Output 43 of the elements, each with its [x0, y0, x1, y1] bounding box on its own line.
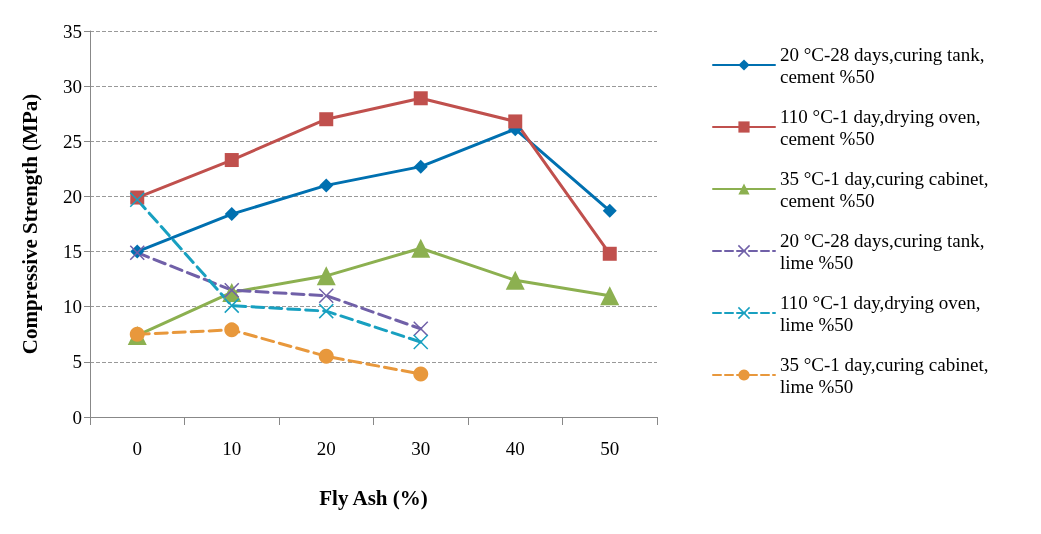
- point: [505, 270, 525, 290]
- point: [224, 207, 239, 222]
- point: [319, 112, 334, 127]
- point: [413, 366, 429, 382]
- point: [411, 238, 431, 258]
- x-axis-title: Fly Ash (%): [319, 485, 428, 510]
- x-tick-label: 30: [411, 438, 431, 459]
- point: [600, 286, 620, 306]
- point: [413, 159, 428, 174]
- y-axis-title: Compressive Strength (MPa): [17, 93, 42, 355]
- point: [318, 348, 334, 364]
- point: [318, 287, 334, 304]
- legend-label: 35 °C-1 day,curing cabinet, lime %50: [780, 353, 994, 397]
- x-tick-label: 20: [316, 438, 336, 459]
- y-tick-label: 35: [63, 20, 82, 42]
- legend-label: 110 °C-1 day,drying oven, lime %50: [780, 291, 986, 335]
- legend-label: 20 °C-28 days,curing tank, cement %50: [780, 43, 990, 87]
- point: [224, 297, 240, 314]
- y-tick-label: 25: [63, 130, 82, 152]
- point: [602, 246, 617, 261]
- point: [508, 114, 523, 129]
- y-tick-label: 0: [72, 406, 82, 428]
- point: [413, 334, 429, 350]
- point: [224, 153, 239, 168]
- x-tick-label: 10: [222, 438, 242, 459]
- y-tick-label: 5: [72, 351, 82, 373]
- x-tick-label: 0: [132, 438, 142, 459]
- point: [316, 266, 336, 286]
- x-tick-label: 50: [600, 438, 620, 459]
- point: [413, 91, 428, 106]
- y-tick-label: 20: [63, 185, 82, 207]
- legend-label: 110 °C-1 day,drying oven, cement %50: [780, 105, 986, 149]
- legend-label: 20 °C-28 days,curing tank, lime %50: [780, 229, 990, 273]
- point: [602, 203, 617, 218]
- y-tick-label: 10: [63, 296, 82, 318]
- x-tick-label: 40: [505, 438, 525, 459]
- point: [413, 321, 429, 337]
- point: [224, 322, 240, 338]
- point: [319, 178, 334, 193]
- point: [318, 303, 334, 319]
- y-tick-label: 15: [63, 241, 82, 263]
- legend-label: 35 °C-1 day,curing cabinet, cement %50: [780, 167, 994, 211]
- y-tick-label: 30: [63, 75, 82, 97]
